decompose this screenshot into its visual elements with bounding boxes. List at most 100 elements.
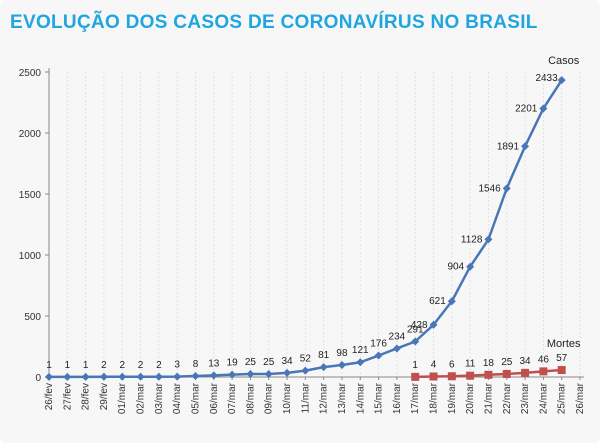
data-point-casos	[173, 372, 182, 381]
y-tick-label: 0	[35, 373, 41, 384]
x-tick-label: 26/mar	[575, 382, 586, 414]
data-label-casos: 2201	[515, 103, 538, 114]
data-label-casos: 1128	[461, 234, 483, 245]
x-tick-label: 06/mar	[209, 382, 220, 414]
data-label-casos: 1	[65, 360, 71, 371]
data-point-casos	[539, 104, 548, 113]
data-label-casos: 1	[83, 360, 89, 371]
data-label-casos: 3	[174, 360, 180, 371]
x-tick-label: 21/mar	[483, 382, 494, 414]
data-point-mortes	[502, 369, 511, 378]
data-point-mortes	[447, 372, 456, 381]
data-point-mortes	[466, 371, 475, 380]
data-label-casos: 2	[101, 360, 107, 371]
x-tick-label: 07/mar	[227, 382, 238, 414]
x-tick-label: 28/fev	[81, 383, 92, 410]
x-tick-label: 02/mar	[136, 382, 147, 414]
data-label-casos: 2	[138, 360, 144, 371]
x-tick-label: 25/mar	[557, 382, 568, 414]
data-point-casos	[447, 297, 456, 306]
data-label-mortes: 46	[538, 354, 550, 365]
data-point-casos	[411, 337, 420, 346]
data-point-casos	[374, 351, 383, 360]
data-point-casos	[136, 372, 145, 381]
x-tick-label: 17/mar	[410, 382, 421, 414]
y-tick-label: 2000	[19, 129, 42, 140]
data-point-casos	[283, 368, 292, 377]
data-point-casos	[484, 235, 493, 244]
x-tick-label: 13/mar	[337, 382, 348, 414]
data-label-casos: 98	[336, 348, 348, 359]
x-tick-label: 29/fev	[99, 383, 110, 410]
data-label-mortes: 4	[431, 360, 437, 371]
chart-title: EVOLUÇÃO DOS CASOS DE CORONAVÍRUS NO BRA…	[10, 12, 538, 33]
data-label-casos: 904	[447, 262, 464, 273]
data-point-casos	[466, 262, 475, 271]
data-label-casos: 34	[281, 356, 293, 367]
data-label-casos: 291	[407, 324, 424, 335]
x-tick-label: 04/mar	[172, 382, 183, 414]
data-point-casos	[81, 372, 90, 381]
x-tick-label: 01/mar	[117, 382, 128, 414]
data-labels: 1 1 1 2 2 2 2 3 8 13 19 25 25 34 52 81 98 121176234291428…	[46, 55, 581, 371]
x-tick-label: 14/mar	[355, 382, 366, 414]
data-label-casos: 621	[429, 296, 446, 307]
data-point-casos	[502, 184, 511, 193]
data-label-casos: 2	[119, 360, 125, 371]
data-label-casos: 2433	[535, 73, 558, 84]
data-label-mortes: 25	[501, 357, 513, 368]
data-point-casos	[429, 320, 438, 329]
x-tick-label: 16/mar	[392, 382, 403, 414]
data-label-casos: 13	[208, 358, 220, 369]
data-label-casos: 428	[411, 320, 428, 331]
y-tick-label: 1500	[19, 190, 42, 201]
data-point-casos	[45, 372, 53, 381]
data-point-casos	[264, 369, 273, 378]
data-label-casos: 234	[389, 331, 406, 342]
data-point-casos	[154, 372, 163, 381]
data-point-casos	[557, 76, 566, 85]
data-label-casos: 81	[318, 350, 330, 361]
y-tick-label: 1000	[19, 251, 42, 262]
data-label-casos: 8	[193, 359, 199, 370]
data-label-casos: 2	[156, 360, 162, 371]
data-point-casos	[301, 366, 310, 375]
x-tick-label: 24/mar	[538, 382, 549, 414]
data-point-casos	[521, 142, 530, 151]
y-tick-label: 500	[24, 312, 41, 323]
data-label-mortes: 18	[483, 358, 495, 369]
data-point-mortes	[411, 372, 420, 381]
data-point-casos	[392, 344, 401, 353]
data-point-casos	[99, 372, 108, 381]
data-point-casos	[118, 372, 127, 381]
x-tick-label: 19/mar	[447, 382, 458, 414]
series-name-mortes: Mortes	[547, 338, 581, 350]
x-tick-label: 22/mar	[502, 382, 513, 414]
data-point-casos	[337, 361, 346, 370]
x-tick-label: 05/mar	[190, 382, 201, 414]
x-tick-label: 12/mar	[319, 382, 330, 414]
x-tick-label: 15/mar	[374, 382, 385, 414]
data-label-mortes: 1	[412, 360, 418, 371]
x-tick-label: 03/mar	[154, 382, 165, 414]
data-label-casos: 121	[352, 345, 369, 356]
x-tick-label: 08/mar	[245, 382, 256, 414]
data-point-mortes	[557, 366, 566, 375]
data-point-casos	[209, 371, 218, 380]
data-label-casos: 176	[370, 339, 387, 350]
series-name-casos: Casos	[548, 55, 580, 67]
data-point-casos	[319, 363, 328, 372]
data-point-casos	[228, 370, 237, 379]
x-tick-label: 09/mar	[264, 382, 275, 414]
series-lines	[45, 76, 566, 381]
y-tick-label: 2500	[19, 68, 42, 79]
data-label-casos: 1891	[497, 141, 520, 152]
data-point-casos	[246, 369, 255, 378]
data-label-mortes: 34	[520, 356, 532, 367]
data-label-casos: 19	[227, 358, 239, 369]
data-point-mortes	[429, 372, 438, 381]
grid-lines	[48, 72, 581, 377]
data-point-casos	[63, 372, 72, 381]
